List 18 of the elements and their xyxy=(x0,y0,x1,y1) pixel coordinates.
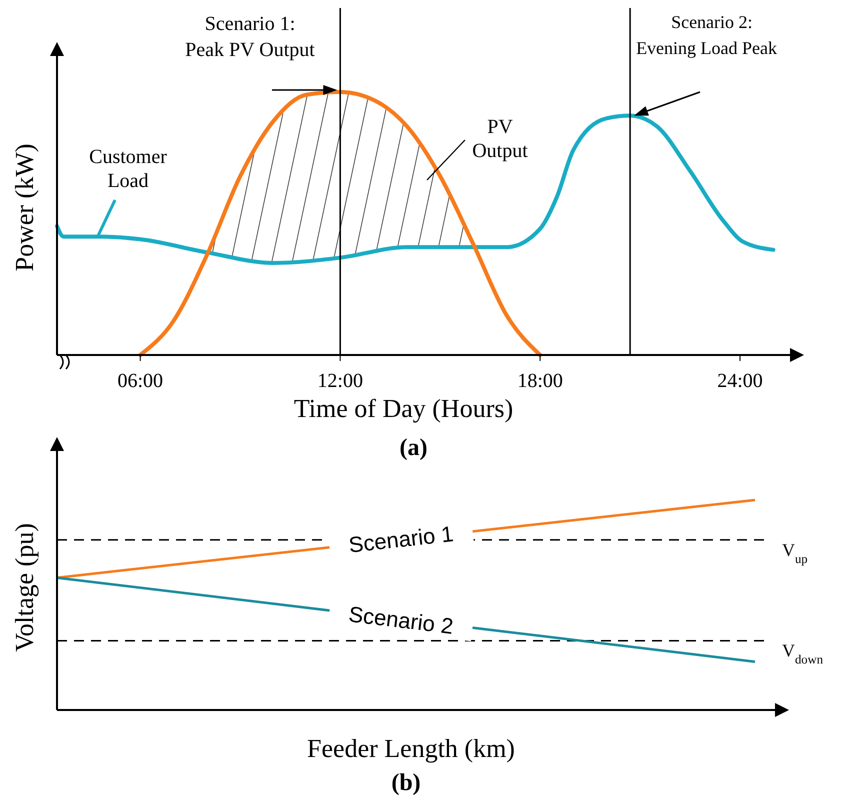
x-tick-label: 12:00 xyxy=(317,370,363,392)
x-tick-label: 18:00 xyxy=(517,370,563,392)
y-axis-title: Voltage (pu) xyxy=(10,523,39,652)
ref-line-label: Scenario 1: Peak PV Output xyxy=(185,13,316,61)
ref-line-label: V$_{up}$ xyxy=(782,540,808,566)
text: Customer Load xyxy=(89,146,168,192)
x-tick-label: 06:00 xyxy=(118,370,164,392)
y-axis-title: Power (kW) xyxy=(10,144,39,272)
x-axis-title: Time of Day (Hours) xyxy=(294,394,514,423)
text: Scenario 2 xyxy=(347,602,455,639)
x-tick-label: 24:00 xyxy=(717,370,763,392)
ref-line-label: V$_{down}$ xyxy=(782,640,824,667)
ref-line-label: Scenario 2: Evening Load Peak xyxy=(636,12,778,58)
text: (b) xyxy=(391,770,421,796)
series-label: PV Output xyxy=(472,116,528,162)
text: (a) xyxy=(400,435,428,461)
text: Scenario 1 xyxy=(347,521,455,558)
x-axis-title: Feeder Length (km) xyxy=(307,734,515,763)
